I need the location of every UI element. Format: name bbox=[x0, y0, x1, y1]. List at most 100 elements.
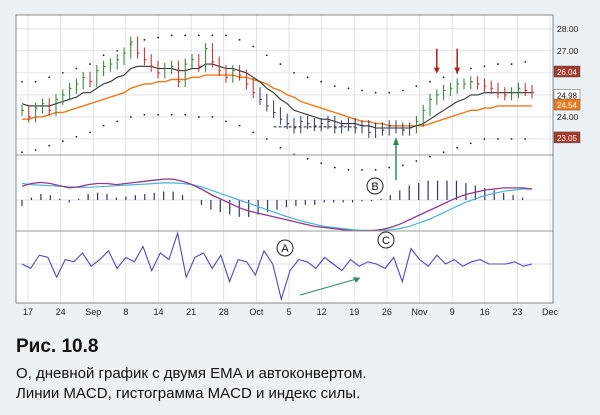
envelope-lower-dot bbox=[170, 113, 173, 116]
grid-layer bbox=[16, 15, 553, 303]
envelope-lower-dot bbox=[497, 138, 499, 140]
plot-background bbox=[16, 15, 553, 303]
x-tick-label: 9 bbox=[450, 307, 455, 317]
envelope-upper-dot bbox=[401, 89, 404, 92]
annotation-letter: C bbox=[382, 235, 390, 247]
envelope-upper-dot bbox=[374, 91, 377, 94]
x-tick-label: Oct bbox=[249, 307, 264, 317]
x-tick-label: 28 bbox=[219, 307, 229, 317]
envelope-upper-dot bbox=[157, 36, 159, 39]
envelope-lower-dot bbox=[157, 113, 159, 116]
macd-line bbox=[21, 178, 533, 232]
price-tag-label: 24.54 bbox=[557, 101, 578, 110]
price-tag-box bbox=[553, 131, 581, 144]
envelope-lower-dot bbox=[361, 168, 363, 171]
envelope-upper-dot bbox=[279, 63, 282, 65]
x-tick-label: Sep bbox=[85, 307, 101, 317]
price-tag-label: 23.05 bbox=[557, 134, 578, 143]
envelope-lower-dot bbox=[510, 138, 513, 140]
envelope-lower-dot bbox=[34, 149, 37, 151]
envelope-lower-dot bbox=[102, 124, 105, 127]
envelope-lower-dot bbox=[75, 135, 78, 138]
annotation-circle bbox=[377, 231, 395, 249]
envelope-lower-dot bbox=[456, 146, 459, 149]
plot-border bbox=[15, 14, 554, 304]
envelope-lower-dot bbox=[374, 168, 377, 171]
envelope-upper-dot bbox=[361, 89, 363, 92]
y-tick-label: 24.00 bbox=[557, 112, 579, 122]
x-tick-label: 14 bbox=[153, 307, 163, 317]
force-index-line bbox=[21, 231, 533, 302]
envelope-upper-dot bbox=[211, 34, 214, 37]
x-tick-label: 16 bbox=[480, 307, 490, 317]
x-tick-label: Dec bbox=[542, 307, 559, 317]
fast-ema-line bbox=[21, 63, 532, 129]
envelope-upper-dot bbox=[388, 91, 391, 94]
macd-panel bbox=[16, 178, 553, 232]
x-tick-label: 24 bbox=[56, 307, 66, 317]
annotation-circle bbox=[276, 239, 294, 257]
price-tag-box bbox=[553, 65, 581, 78]
envelope-upper-dot bbox=[75, 67, 78, 70]
price-tag-box bbox=[553, 98, 581, 111]
envelope-upper-dot bbox=[483, 65, 486, 68]
envelope-upper-dot bbox=[238, 38, 241, 41]
envelope-lower-dot bbox=[306, 157, 309, 160]
envelope-lower-dot bbox=[483, 138, 486, 140]
figure-label: Рис. 10.8 bbox=[16, 336, 99, 357]
envelope-lower-dot bbox=[89, 131, 91, 134]
envelope-lower-dot bbox=[320, 162, 323, 165]
price-panel bbox=[21, 34, 534, 171]
envelope-lower-dot bbox=[415, 160, 418, 162]
envelope-lower-dot bbox=[524, 138, 527, 140]
annotation-letter: B bbox=[371, 181, 378, 193]
envelope-lower-dot bbox=[347, 168, 350, 171]
envelope-lower-dot bbox=[129, 116, 132, 118]
envelope-upper-dot bbox=[510, 63, 513, 65]
envelope-lower-dot bbox=[211, 116, 214, 118]
envelope-lower-dot bbox=[265, 138, 268, 140]
slow-ema-line bbox=[22, 74, 532, 127]
envelope-lower-dot bbox=[184, 113, 187, 116]
envelope-lower-dot bbox=[143, 113, 146, 116]
x-tick-label: Nov bbox=[411, 307, 428, 317]
envelope-upper-dot bbox=[89, 63, 91, 65]
envelope-lower-dot bbox=[252, 131, 255, 134]
envelope-upper-dot bbox=[252, 45, 255, 48]
force-index-panel bbox=[16, 231, 553, 302]
envelope-upper-dot bbox=[524, 60, 527, 63]
envelope-upper-dot bbox=[21, 80, 23, 83]
envelope-upper-dot bbox=[333, 85, 336, 88]
envelope-lower-dot bbox=[279, 146, 282, 149]
sell-arrow-head bbox=[454, 67, 461, 74]
x-tick-label: 23 bbox=[512, 307, 522, 317]
y-tick-label: 28.00 bbox=[557, 24, 579, 34]
envelope-upper-dot bbox=[116, 49, 119, 52]
envelope-upper-dot bbox=[293, 71, 295, 74]
figure-caption-line-2: Линии MACD, гистограмма MACD и индекс си… bbox=[16, 385, 361, 402]
envelope-upper-dot bbox=[347, 87, 350, 90]
envelope-lower-dot bbox=[429, 155, 431, 158]
x-tick-label: 8 bbox=[123, 307, 128, 317]
envelope-lower-dot bbox=[197, 116, 200, 118]
annotation-layer: A B C bbox=[273, 48, 461, 296]
envelope-upper-dot bbox=[497, 63, 499, 65]
envelope-lower-dot bbox=[442, 151, 445, 154]
x-tick-label: 17 bbox=[23, 307, 33, 317]
envelope-lower-dot bbox=[401, 164, 404, 167]
envelope-upper-dot bbox=[429, 80, 431, 83]
annotation-circle bbox=[366, 177, 384, 195]
envelope-upper-dot bbox=[34, 80, 37, 83]
force-arrow-head bbox=[353, 277, 360, 283]
macd-signal-line bbox=[21, 182, 532, 231]
x-tick-label: 21 bbox=[186, 307, 196, 317]
price-tag-label: 26.04 bbox=[557, 68, 578, 77]
envelope-upper-dot bbox=[143, 38, 146, 41]
y-tick-label: 27.00 bbox=[557, 46, 579, 56]
x-tick-label: 12 bbox=[317, 307, 327, 317]
envelope-upper-dot bbox=[170, 34, 173, 37]
envelope-upper-dot bbox=[102, 54, 105, 57]
envelope-lower-dot bbox=[333, 166, 336, 169]
